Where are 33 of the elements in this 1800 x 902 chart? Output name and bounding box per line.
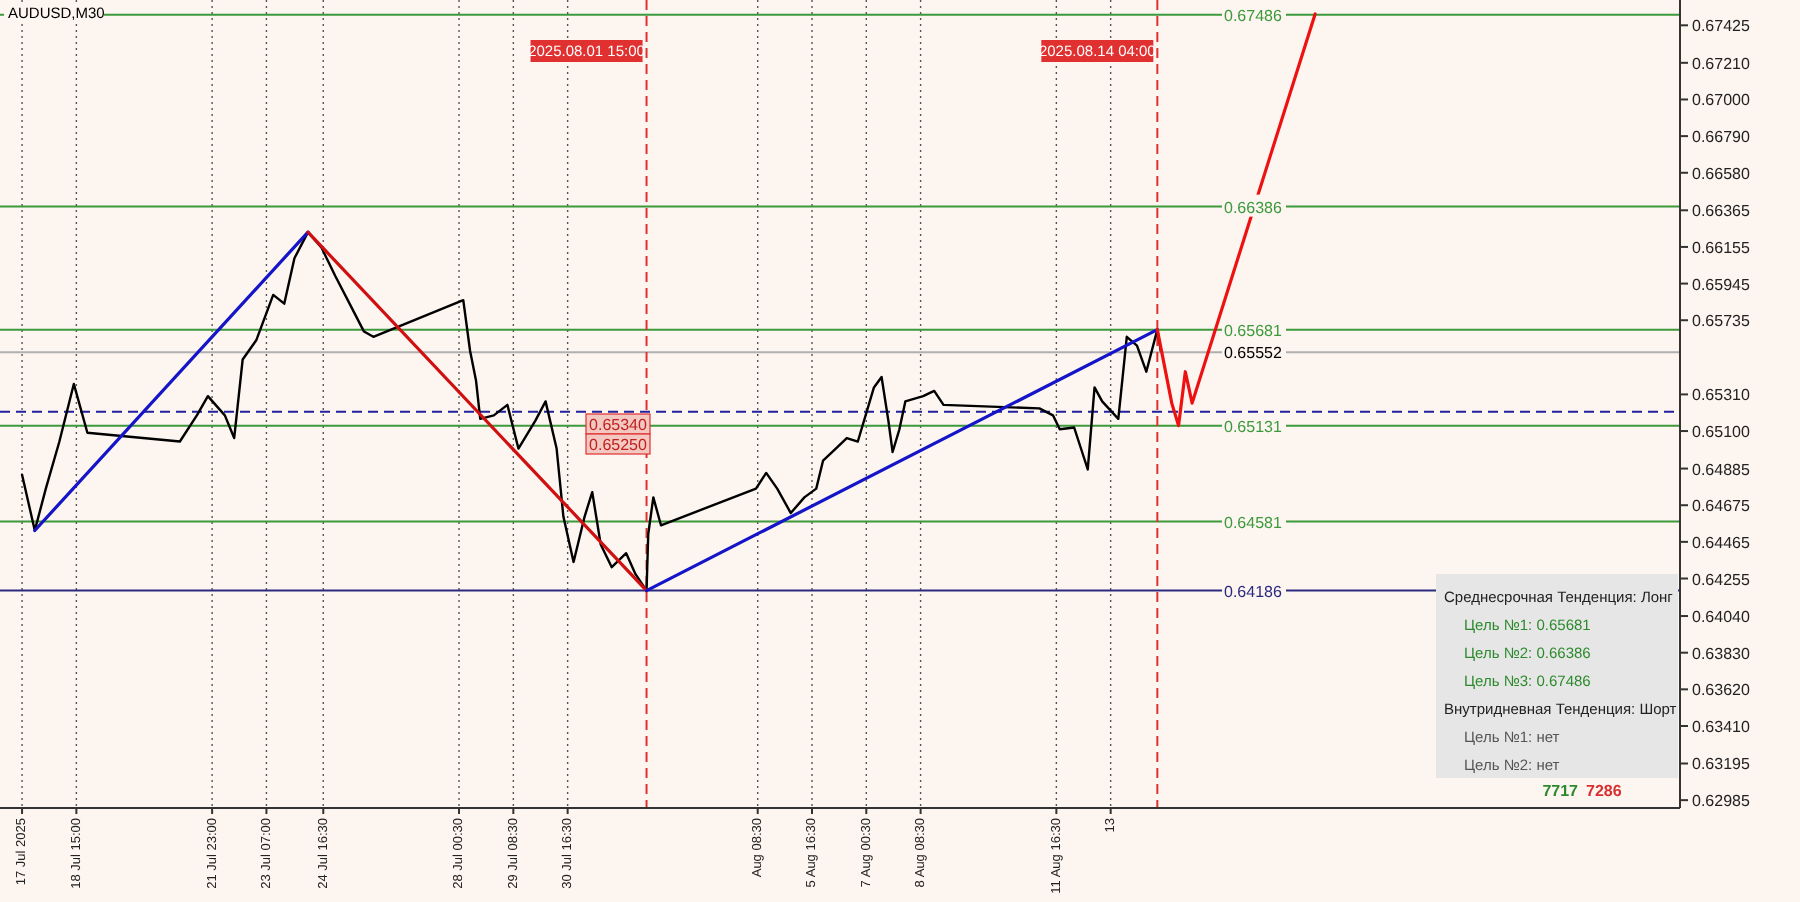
ref-line-label: 0.65681 xyxy=(1224,321,1283,340)
y-tick-label: 0.64040 xyxy=(1692,608,1751,627)
y-tick-label: 0.67210 xyxy=(1692,54,1751,73)
annotation: 0.65250 xyxy=(589,436,649,454)
y-tick-label: 0.64885 xyxy=(1692,460,1751,479)
y-tick-label: 0.62985 xyxy=(1692,792,1751,811)
y-tick-label: 0.66580 xyxy=(1692,164,1751,183)
y-tick-label: 0.66790 xyxy=(1692,128,1751,147)
y-tick-label: 0.67425 xyxy=(1692,17,1751,36)
y-tick-label: 0.66365 xyxy=(1692,202,1751,221)
annotation: 0.65340 xyxy=(589,416,649,434)
ref-line-label: 0.66386 xyxy=(1224,198,1283,217)
y-tick-label: 0.63195 xyxy=(1692,755,1751,774)
ref-line-label: 0.65131 xyxy=(1224,417,1283,436)
y-tick-label: 0.63830 xyxy=(1692,644,1751,663)
y-tick-label: 0.63620 xyxy=(1692,681,1751,700)
y-tick-label: 0.64465 xyxy=(1692,533,1751,552)
ref-line-label: 0.67486 xyxy=(1224,6,1283,25)
ref-line-label: 0.64186 xyxy=(1224,582,1283,601)
y-tick-label: 0.65735 xyxy=(1692,312,1751,331)
y-tick-label: 0.64255 xyxy=(1692,570,1751,589)
y-tick-label: 0.65310 xyxy=(1692,386,1751,405)
y-tick-label: 0.65100 xyxy=(1692,423,1751,442)
y-tick-label: 0.64675 xyxy=(1692,497,1751,516)
ref-line-label: 0.64581 xyxy=(1224,513,1283,532)
line-series xyxy=(20,230,1162,592)
y-tick-label: 0.63410 xyxy=(1692,717,1751,736)
annotation: 7717 xyxy=(1542,782,1580,800)
y-tick-label: 0.66155 xyxy=(1692,238,1751,257)
annotation: 7286 xyxy=(1586,782,1623,800)
ref-line-label: 0.65552 xyxy=(1224,344,1283,363)
y-tick-label: 0.65945 xyxy=(1692,275,1751,294)
y-tick-label: 0.67000 xyxy=(1692,91,1751,110)
